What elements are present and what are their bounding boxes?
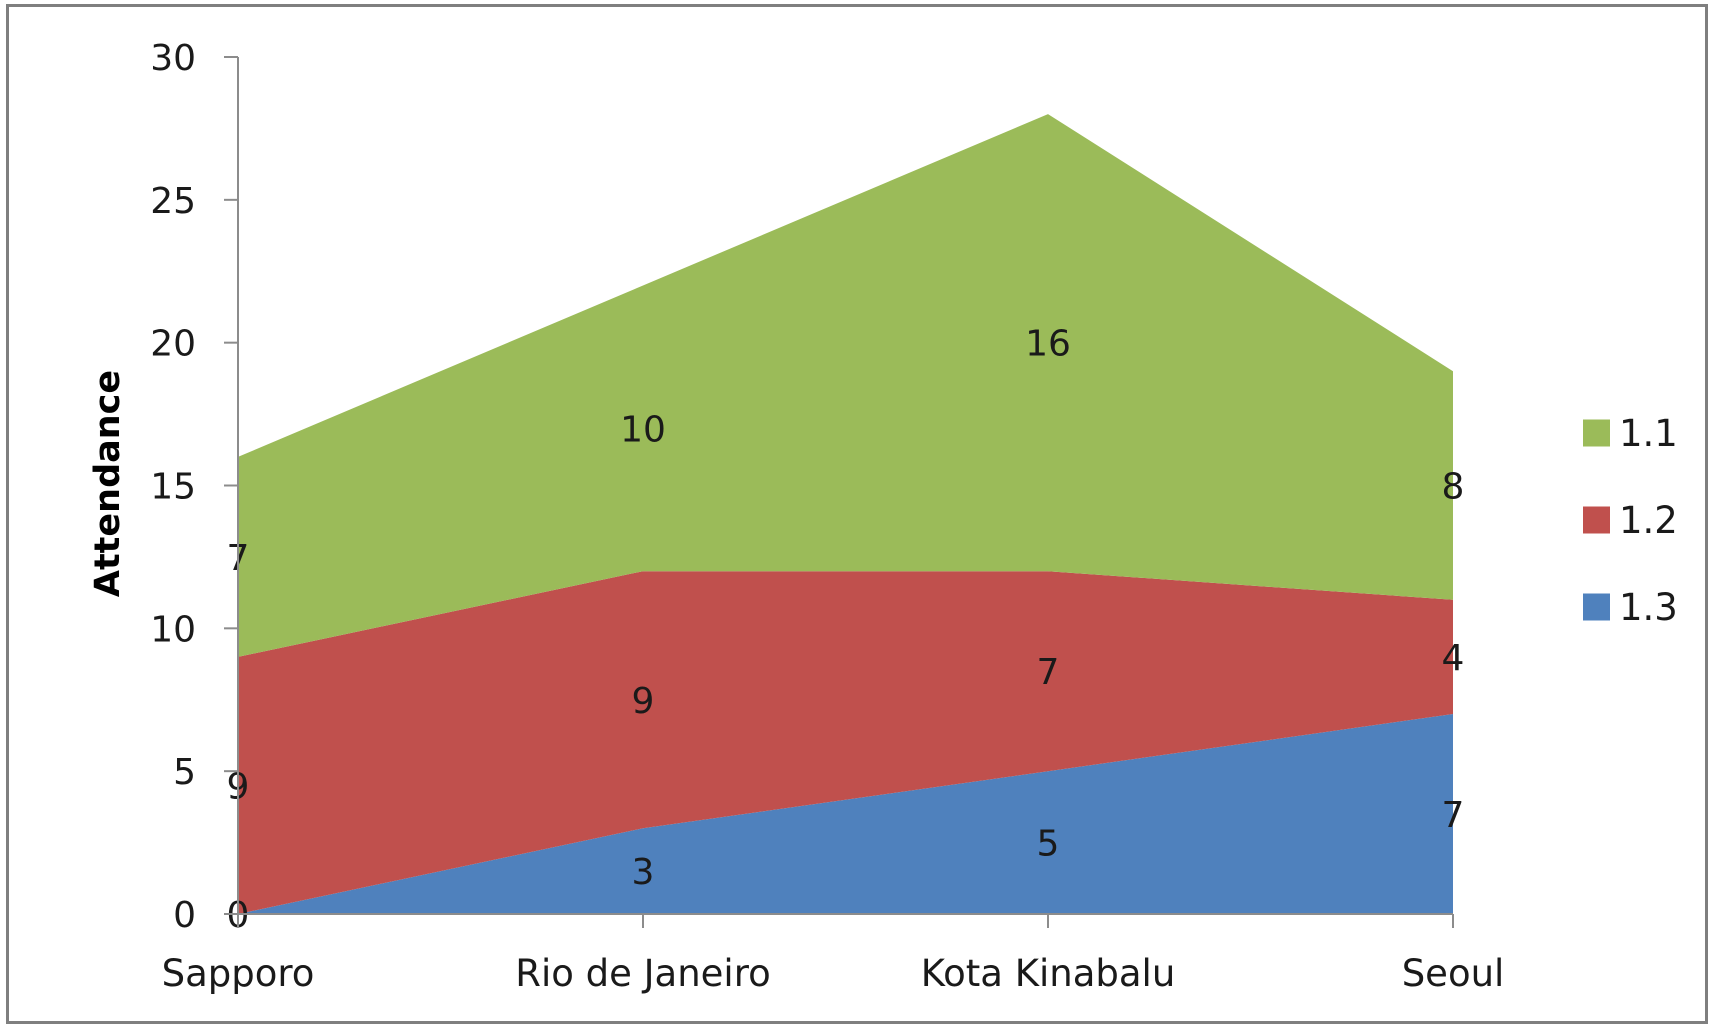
y-tick-label-20: 20 bbox=[150, 324, 196, 365]
area-series-1-2 bbox=[238, 571, 1453, 914]
y-tick-label-5: 5 bbox=[173, 752, 196, 793]
data-label-1-1-rio-de-janeiro: 10 bbox=[620, 409, 666, 450]
y-tick-group: 0 5 10 15 20 25 30 bbox=[150, 38, 238, 936]
data-label-1-2-seoul: 4 bbox=[1442, 638, 1465, 679]
y-axis-title: Attendance bbox=[88, 370, 128, 597]
x-tick-group: Sapporo Rio de Janeiro Kota Kinabalu Seoul bbox=[162, 914, 1505, 995]
data-label-1-1-seoul: 8 bbox=[1442, 467, 1465, 508]
area-series-1-1 bbox=[238, 114, 1453, 657]
y-tick-label-25: 25 bbox=[150, 181, 196, 222]
legend-swatch-1-1 bbox=[1583, 419, 1610, 447]
y-tick-label-0: 0 bbox=[173, 895, 196, 936]
data-label-1-1-kota-kinabalu: 16 bbox=[1025, 324, 1071, 365]
legend-label-1-2: 1.2 bbox=[1619, 499, 1678, 542]
x-tick-label-sapporo: Sapporo bbox=[162, 952, 315, 995]
y-tick-label-15: 15 bbox=[150, 467, 196, 508]
legend-label-1-1: 1.1 bbox=[1619, 412, 1678, 455]
data-label-1-2-kota-kinabalu: 7 bbox=[1037, 652, 1060, 693]
legend-swatch-1-2 bbox=[1583, 506, 1610, 534]
area-series-group bbox=[238, 114, 1453, 914]
legend-swatch-1-3 bbox=[1583, 593, 1610, 621]
legend: 1.1 1.2 1.3 bbox=[1583, 412, 1678, 629]
data-label-1-3-seoul: 7 bbox=[1442, 795, 1465, 836]
data-label-1-3-kota-kinabalu: 5 bbox=[1037, 824, 1060, 865]
legend-label-1-3: 1.3 bbox=[1619, 586, 1678, 629]
x-tick-label-rio-de-janeiro: Rio de Janeiro bbox=[515, 952, 771, 995]
x-tick-label-kota-kinabalu: Kota Kinabalu bbox=[921, 952, 1176, 995]
area-series-1-3 bbox=[238, 714, 1453, 914]
data-label-1-3-rio-de-janeiro: 3 bbox=[632, 852, 655, 893]
y-tick-label-10: 10 bbox=[150, 609, 196, 650]
x-tick-label-seoul: Seoul bbox=[1402, 952, 1505, 995]
data-label-1-2-rio-de-janeiro: 9 bbox=[632, 681, 655, 722]
y-tick-label-30: 30 bbox=[150, 38, 196, 79]
